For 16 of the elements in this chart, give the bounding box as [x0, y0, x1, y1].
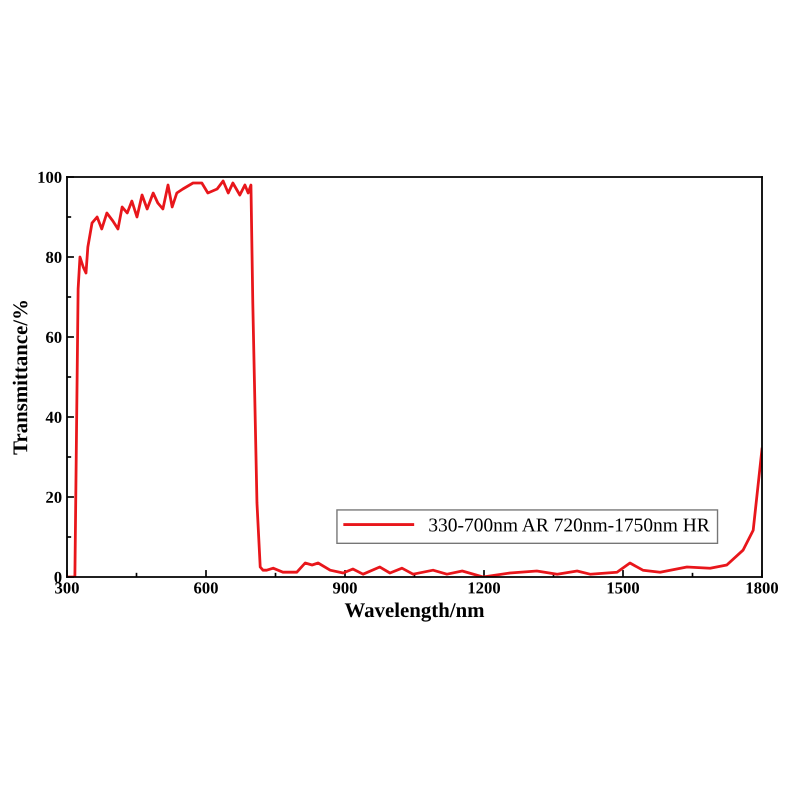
x-axis-title: Wavelength/nm — [344, 602, 484, 622]
x-tick-label: 1200 — [468, 582, 500, 594]
x-tick-label: 600 — [194, 582, 218, 594]
x-tick-label: 1500 — [608, 582, 640, 594]
y-tick-label: 20 — [46, 492, 62, 503]
y-tick-label: 0 — [54, 572, 62, 583]
y-axis-title: Transmittance/% — [12, 301, 28, 455]
x-tick-label: 300 — [55, 582, 79, 594]
y-tick-label: 100 — [38, 172, 62, 183]
x-tick-label: 1800 — [746, 582, 778, 594]
y-tick-label: 40 — [46, 412, 62, 423]
legend-label: 330-700nm AR 720nm-1750nm HR — [429, 518, 710, 532]
line-series — [67, 180, 762, 577]
x-tick-label: 900 — [332, 582, 357, 594]
y-tick-label: 60 — [46, 332, 62, 343]
y-tick-label: 80 — [46, 252, 62, 263]
